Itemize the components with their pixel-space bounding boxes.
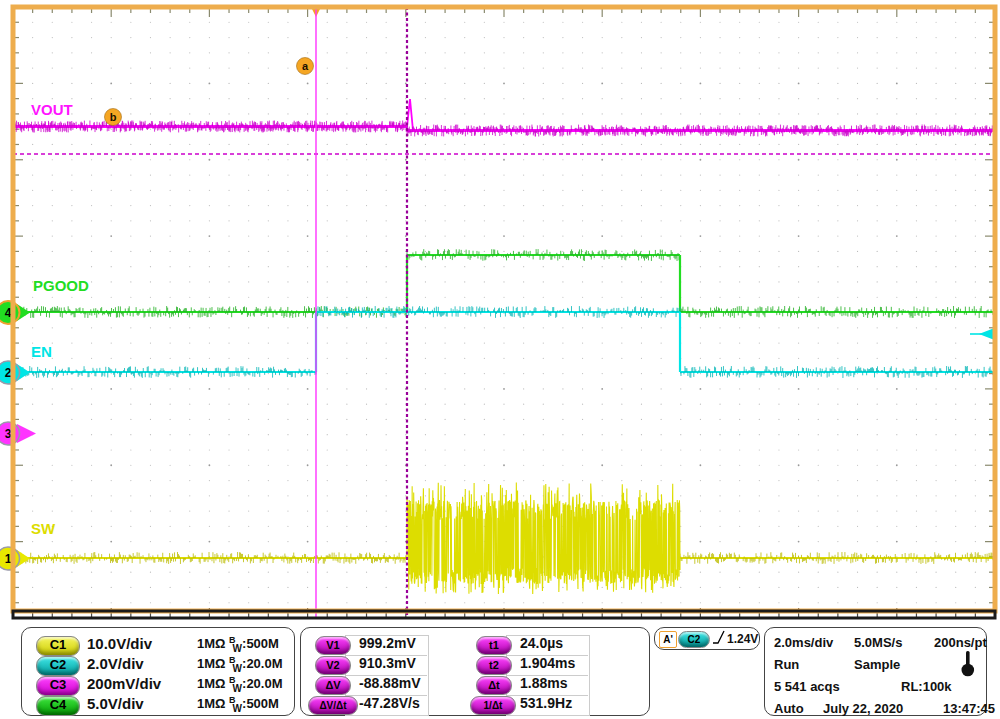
- svg-text:PGOOD: PGOOD: [33, 277, 89, 294]
- svg-text:VOUT: VOUT: [31, 101, 73, 118]
- svg-text:SW: SW: [31, 520, 56, 537]
- svg-text:a: a: [302, 60, 309, 72]
- svg-text:EN: EN: [31, 343, 52, 360]
- svg-text:b: b: [110, 111, 117, 123]
